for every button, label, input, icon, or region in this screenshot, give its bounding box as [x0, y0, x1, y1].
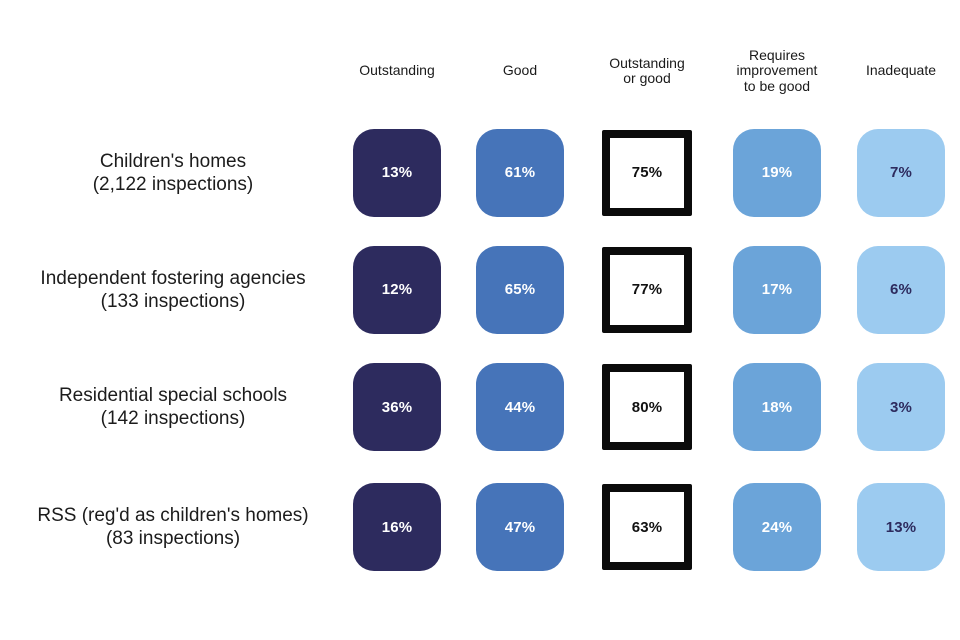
- cell-requires-improvement-value: 18%: [733, 363, 821, 451]
- column-header-label: Outstanding or good: [609, 54, 685, 86]
- corner-spacer: [8, 0, 338, 114]
- row-label-name: RSS (reg'd as children's homes): [37, 505, 309, 526]
- cell-requires-improvement-value: 24%: [733, 483, 821, 571]
- cell-requires-improvement-value: 17%: [733, 245, 821, 334]
- cell-wrap: 6%: [844, 231, 958, 348]
- cell-outstanding-or-good-value: 75%: [602, 129, 692, 216]
- cell-wrap: 18%: [710, 348, 844, 466]
- cell-wrap: 80%: [584, 348, 710, 466]
- column-header-label: Inadequate: [865, 62, 937, 79]
- cell-inadequate-value: 6%: [857, 245, 945, 334]
- column-header-label: Good: [502, 62, 538, 79]
- cell-inadequate-value: 13%: [857, 483, 945, 571]
- cell-outstanding-or-good-value: 63%: [602, 484, 692, 570]
- cell-wrap: 17%: [710, 231, 844, 348]
- column-header-label: Requires improvement to be good: [736, 46, 818, 94]
- cell-wrap: 61%: [456, 114, 584, 231]
- cell-wrap: 44%: [456, 348, 584, 466]
- column-header-inadequate: Inadequate: [844, 0, 958, 114]
- cell-wrap: 13%: [844, 466, 958, 588]
- cell-wrap: 12%: [338, 231, 456, 348]
- column-header-label: Outstanding: [359, 62, 435, 79]
- cell-good-value: 65%: [476, 245, 564, 334]
- row-label-name: Residential special schools: [58, 385, 288, 406]
- cell-good-value: 44%: [476, 363, 564, 451]
- cell-wrap: 19%: [710, 114, 844, 231]
- row-label-count: (133 inspections): [100, 290, 246, 312]
- cell-outstanding-value: 12%: [353, 245, 441, 334]
- cell-good-value: 47%: [476, 483, 564, 571]
- row-label-name: Independent fostering agencies: [40, 267, 306, 289]
- cell-wrap: 36%: [338, 348, 456, 466]
- row-label-rss-regd-as-childrens-homes: RSS (reg'd as children's homes) (83 insp…: [8, 466, 338, 588]
- cell-inadequate-value: 7%: [857, 128, 945, 217]
- cell-wrap: 75%: [584, 114, 710, 231]
- row-label-childrens-homes: Children's homes (2,122 inspections): [8, 114, 338, 231]
- column-header-good: Good: [456, 0, 584, 114]
- row-label-count: (2,122 inspections): [92, 173, 254, 195]
- cell-wrap: 24%: [710, 466, 844, 588]
- cell-wrap: 63%: [584, 466, 710, 588]
- row-label-residential-special-schools: Residential special schools (142 inspect…: [8, 348, 338, 466]
- row-label-count: (83 inspections): [105, 528, 241, 549]
- cell-wrap: 65%: [456, 231, 584, 348]
- cell-outstanding-or-good-value: 77%: [602, 246, 692, 333]
- cell-wrap: 3%: [844, 348, 958, 466]
- column-header-outstanding-or-good: Outstanding or good: [584, 0, 710, 114]
- matrix-grid: Outstanding Good Outstanding or good Req…: [8, 0, 958, 588]
- cell-wrap: 47%: [456, 466, 584, 588]
- cell-requires-improvement-value: 19%: [733, 128, 821, 217]
- cell-good-value: 61%: [476, 128, 564, 217]
- cell-wrap: 13%: [338, 114, 456, 231]
- row-label-name: Children's homes: [99, 150, 247, 172]
- cell-inadequate-value: 3%: [857, 363, 945, 451]
- cell-wrap: 16%: [338, 466, 456, 588]
- cell-wrap: 77%: [584, 231, 710, 348]
- cell-wrap: 7%: [844, 114, 958, 231]
- cell-outstanding-value: 13%: [353, 128, 441, 217]
- row-label-independent-fostering-agencies: Independent fostering agencies (133 insp…: [8, 231, 338, 348]
- cell-outstanding-or-good-value: 80%: [602, 364, 692, 450]
- cell-outstanding-value: 36%: [353, 363, 441, 451]
- row-label-count: (142 inspections): [100, 408, 246, 429]
- column-header-outstanding: Outstanding: [338, 0, 456, 114]
- column-header-requires-improvement: Requires improvement to be good: [710, 0, 844, 114]
- cell-outstanding-value: 16%: [353, 483, 441, 571]
